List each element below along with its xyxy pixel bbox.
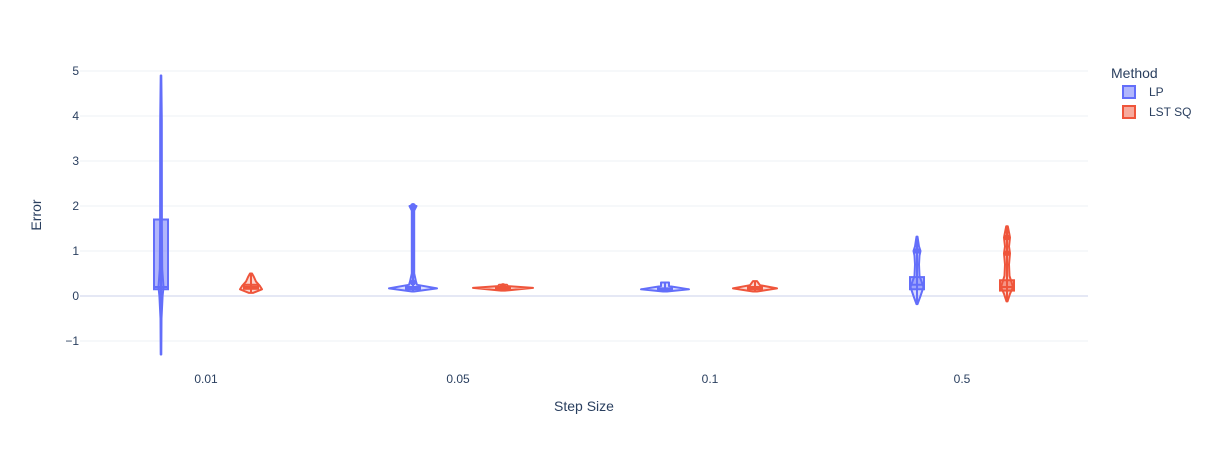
x-tick-label: 0.1 (702, 372, 719, 386)
violin-box (909, 276, 925, 291)
violin-lp-0.1 (640, 281, 690, 293)
plot-area (153, 74, 1015, 356)
outlier-point (500, 283, 506, 290)
x-tick-label: 0.05 (446, 372, 470, 386)
legend: Method LP LST SQ (1111, 65, 1191, 119)
violin-lst-sq-0.5 (999, 225, 1015, 303)
violin-lp-0.01 (153, 74, 169, 356)
y-tick-label: 1 (72, 244, 79, 258)
outlier-point (410, 279, 416, 286)
violin-box (999, 279, 1015, 292)
outlier-point (914, 248, 920, 254)
violin-box (153, 218, 169, 291)
violin-lst-sq-0.01 (239, 272, 263, 294)
y-tick-label: −1 (65, 334, 79, 348)
x-tick-label: 0.5 (954, 372, 971, 386)
x-tick-label: 0.01 (194, 372, 218, 386)
x-axis-title: Step Size (554, 398, 614, 414)
outlier-point (1004, 250, 1010, 257)
y-tick-label: 4 (72, 109, 79, 123)
y-tick-label: 5 (72, 64, 79, 78)
legend-swatch (1122, 85, 1136, 99)
y-axis-title: Error (28, 199, 44, 230)
legend-label: LST SQ (1149, 105, 1191, 119)
y-tick-label: 2 (72, 199, 79, 213)
legend-title: Method (1111, 65, 1158, 81)
y-tick-label: 3 (72, 154, 79, 168)
outlier-point (410, 203, 416, 209)
y-axis-ticks: −1 0 1 2 3 4 5 (65, 64, 79, 348)
legend-label: LP (1149, 85, 1164, 99)
violin-lp-0.5 (909, 235, 925, 306)
violin-lp-0.05 (388, 203, 438, 293)
gridlines (80, 70, 1088, 342)
legend-swatch (1122, 105, 1136, 119)
x-axis-ticks: 0.01 0.05 0.1 0.5 (194, 372, 970, 386)
y-tick-label: 0 (72, 289, 79, 303)
violin-lst-sq-0.1 (732, 280, 778, 293)
violin-lst-sq-0.05 (472, 283, 534, 292)
outlier-point (1004, 234, 1010, 241)
